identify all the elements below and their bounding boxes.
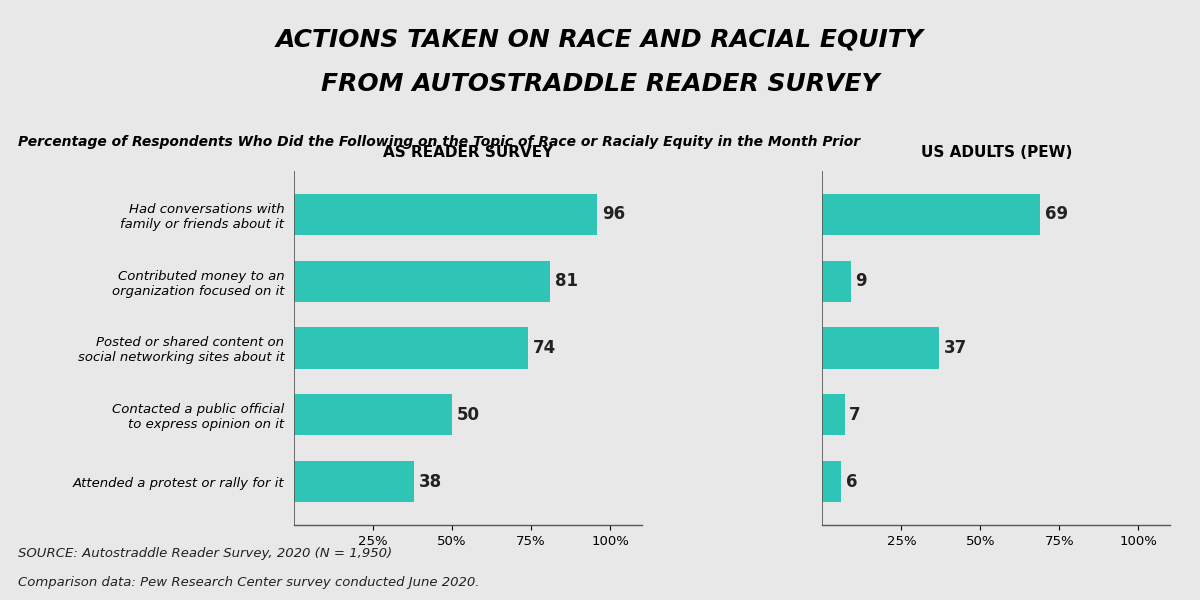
Text: 74: 74 xyxy=(533,339,556,357)
Text: ACTIONS TAKEN ON RACE AND RACIAL EQUITY: ACTIONS TAKEN ON RACE AND RACIAL EQUITY xyxy=(276,27,924,51)
Text: 37: 37 xyxy=(944,339,967,357)
Title: AS READER SURVEY: AS READER SURVEY xyxy=(383,145,553,160)
Bar xyxy=(294,461,414,502)
Bar xyxy=(294,260,550,302)
Text: 96: 96 xyxy=(602,205,625,223)
Text: Comparison data: Pew Research Center survey conducted June 2020.: Comparison data: Pew Research Center sur… xyxy=(18,576,480,589)
Text: 69: 69 xyxy=(1045,205,1068,223)
Bar xyxy=(822,327,940,369)
Bar xyxy=(294,194,598,235)
Bar xyxy=(294,394,452,436)
Text: SOURCE: Autostraddle Reader Survey, 2020 (N = 1,950): SOURCE: Autostraddle Reader Survey, 2020… xyxy=(18,547,392,560)
Text: FROM AUTOSTRADDLE READER SURVEY: FROM AUTOSTRADDLE READER SURVEY xyxy=(320,72,880,96)
Text: 50: 50 xyxy=(457,406,480,424)
Text: 81: 81 xyxy=(554,272,577,290)
Text: 6: 6 xyxy=(846,473,858,491)
Bar xyxy=(294,327,528,369)
Title: US ADULTS (PEW): US ADULTS (PEW) xyxy=(920,145,1072,160)
Bar xyxy=(822,194,1040,235)
Bar xyxy=(822,394,845,436)
Text: 7: 7 xyxy=(850,406,860,424)
Bar xyxy=(822,260,851,302)
Text: Percentage of Respondents Who Did the Following on the Topic of Race or Racialy : Percentage of Respondents Who Did the Fo… xyxy=(18,135,860,149)
Bar xyxy=(822,461,841,502)
Text: 38: 38 xyxy=(419,473,442,491)
Text: 9: 9 xyxy=(856,272,868,290)
